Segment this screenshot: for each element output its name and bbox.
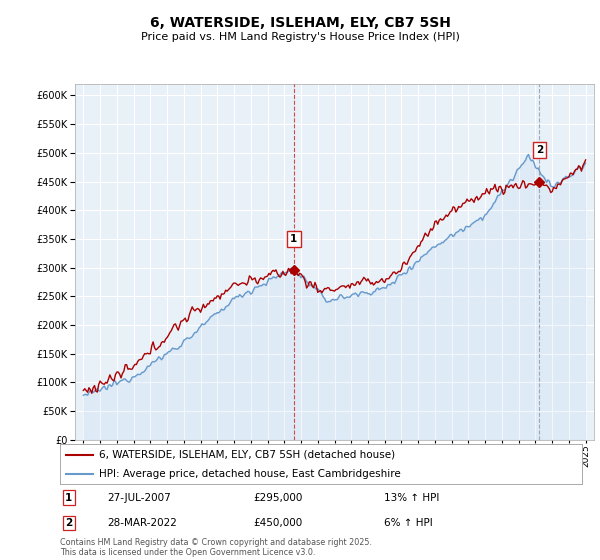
Text: 1: 1 (290, 234, 298, 244)
Text: 2: 2 (65, 518, 73, 528)
Text: 28-MAR-2022: 28-MAR-2022 (107, 518, 177, 528)
Text: 1: 1 (65, 493, 73, 503)
Text: £295,000: £295,000 (253, 493, 302, 503)
Text: 6% ↑ HPI: 6% ↑ HPI (383, 518, 433, 528)
Text: Price paid vs. HM Land Registry's House Price Index (HPI): Price paid vs. HM Land Registry's House … (140, 32, 460, 43)
Text: 2: 2 (536, 145, 543, 155)
Text: Contains HM Land Registry data © Crown copyright and database right 2025.
This d: Contains HM Land Registry data © Crown c… (60, 538, 372, 557)
Text: HPI: Average price, detached house, East Cambridgeshire: HPI: Average price, detached house, East… (99, 469, 401, 479)
Text: £450,000: £450,000 (253, 518, 302, 528)
Text: 6, WATERSIDE, ISLEHAM, ELY, CB7 5SH: 6, WATERSIDE, ISLEHAM, ELY, CB7 5SH (149, 16, 451, 30)
Text: 6, WATERSIDE, ISLEHAM, ELY, CB7 5SH (detached house): 6, WATERSIDE, ISLEHAM, ELY, CB7 5SH (det… (99, 450, 395, 460)
Text: 13% ↑ HPI: 13% ↑ HPI (383, 493, 439, 503)
Text: 27-JUL-2007: 27-JUL-2007 (107, 493, 171, 503)
